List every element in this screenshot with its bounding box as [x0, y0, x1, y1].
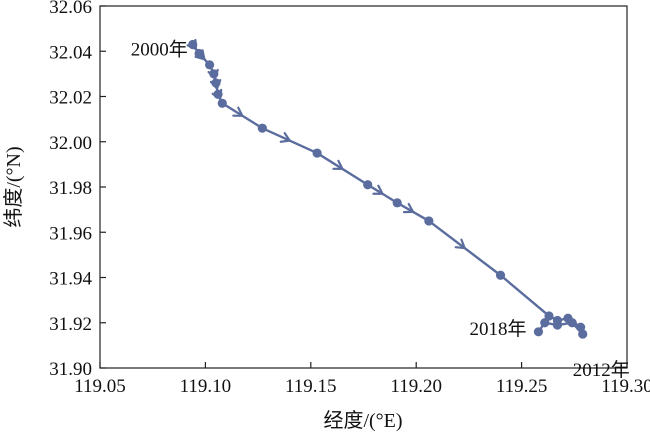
- data-point: [211, 78, 221, 88]
- data-point: [495, 270, 506, 280]
- x-axis: 119.05 119.10 119.15 119.20 119.25 119.30: [74, 362, 650, 397]
- y-tick-label: 31.98: [49, 178, 92, 199]
- data-point: [217, 98, 227, 108]
- y-tick-label: 31.94: [49, 269, 92, 290]
- data-point: [194, 48, 204, 59]
- x-axis-label: 经度/(°E): [323, 409, 402, 432]
- series-layer: [186, 38, 588, 339]
- direction-arrow: [402, 202, 415, 214]
- y-tick-label: 31.92: [49, 314, 92, 335]
- direction-arrow: [279, 132, 292, 143]
- y-tick-label: 32.02: [49, 88, 92, 109]
- data-point: [533, 327, 544, 337]
- x-tick-label: 119.05: [74, 376, 126, 397]
- year-annotation: 2018年: [469, 318, 526, 340]
- y-axis: 31.90 31.92 31.94 31.96 31.98 32.00 32.02 32.04…: [49, 0, 106, 380]
- data-point: [205, 60, 215, 70]
- data-point: [540, 318, 550, 328]
- data-point: [424, 216, 434, 226]
- data-point: [188, 39, 198, 50]
- series-line: [191, 43, 584, 336]
- y-tick-label: 31.90: [49, 359, 92, 380]
- direction-arrow: [372, 184, 385, 195]
- data-point: [257, 123, 267, 133]
- data-point: [213, 89, 223, 99]
- data-point: [567, 318, 577, 328]
- y-tick-label: 32.04: [49, 42, 92, 63]
- x-tick-label: 119.25: [496, 376, 548, 397]
- data-point: [544, 311, 554, 321]
- x-tick-label: 119.15: [285, 376, 337, 397]
- x-tick-label: 119.30: [601, 376, 650, 397]
- direction-arrow: [232, 106, 245, 117]
- data-point: [363, 180, 373, 190]
- y-tick-label: 31.96: [49, 223, 92, 244]
- year-annotation: 2000年: [131, 38, 188, 60]
- x-tick-label: 119.20: [390, 376, 442, 397]
- data-point: [578, 329, 588, 339]
- y-axis-label: 纬度/(°N): [2, 146, 25, 227]
- data-point: [209, 69, 219, 79]
- data-point: [312, 148, 322, 158]
- annotation-layer: 2000年 2018年 2012年: [131, 38, 630, 381]
- data-point: [392, 198, 402, 208]
- x-tick-label: 119.10: [180, 376, 232, 397]
- data-point: [552, 320, 563, 330]
- direction-arrow: [332, 159, 345, 171]
- year-annotation: 2012年: [573, 359, 630, 381]
- direction-arrow: [454, 238, 467, 250]
- y-tick-label: 32.00: [49, 133, 92, 154]
- y-tick-label: 32.06: [49, 0, 92, 18]
